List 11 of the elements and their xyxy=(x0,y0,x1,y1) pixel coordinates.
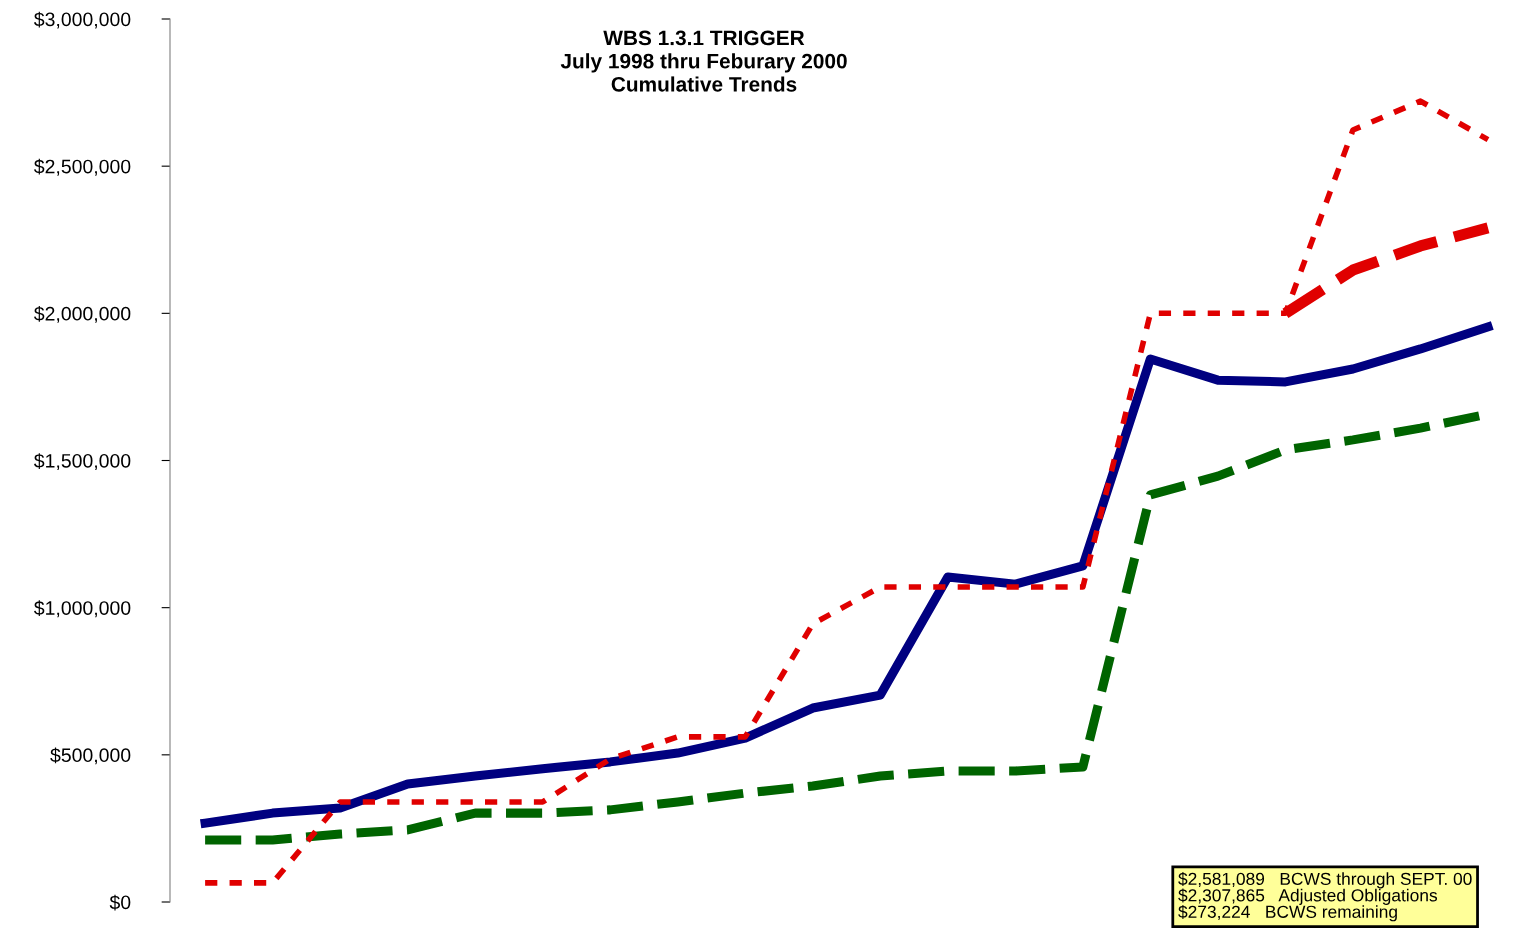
y-tick-label: $1,000,000 xyxy=(34,600,131,618)
y-tick-label: $2,500,000 xyxy=(34,158,131,176)
text: WBS 1.3.1 TRIGGER July 1998 thru Feburary 2000 Cumulative Trends xyxy=(560,30,847,92)
y-tick-label: $500,000 xyxy=(50,747,131,765)
y-tick-label: $0 xyxy=(109,894,131,911)
y-tick-label: $1,500,000 xyxy=(34,453,131,471)
y-tick-label: $2,000,000 xyxy=(34,305,131,323)
annotation: $2,307,865 Adjusted Obligations xyxy=(1178,888,1438,905)
annotation: $2,581,089 BCWS through SEPT. 00 xyxy=(1178,872,1472,889)
y-tick-label: $3,000,000 xyxy=(34,11,131,29)
text: $273,224 BCWS remaining xyxy=(1178,904,1397,922)
